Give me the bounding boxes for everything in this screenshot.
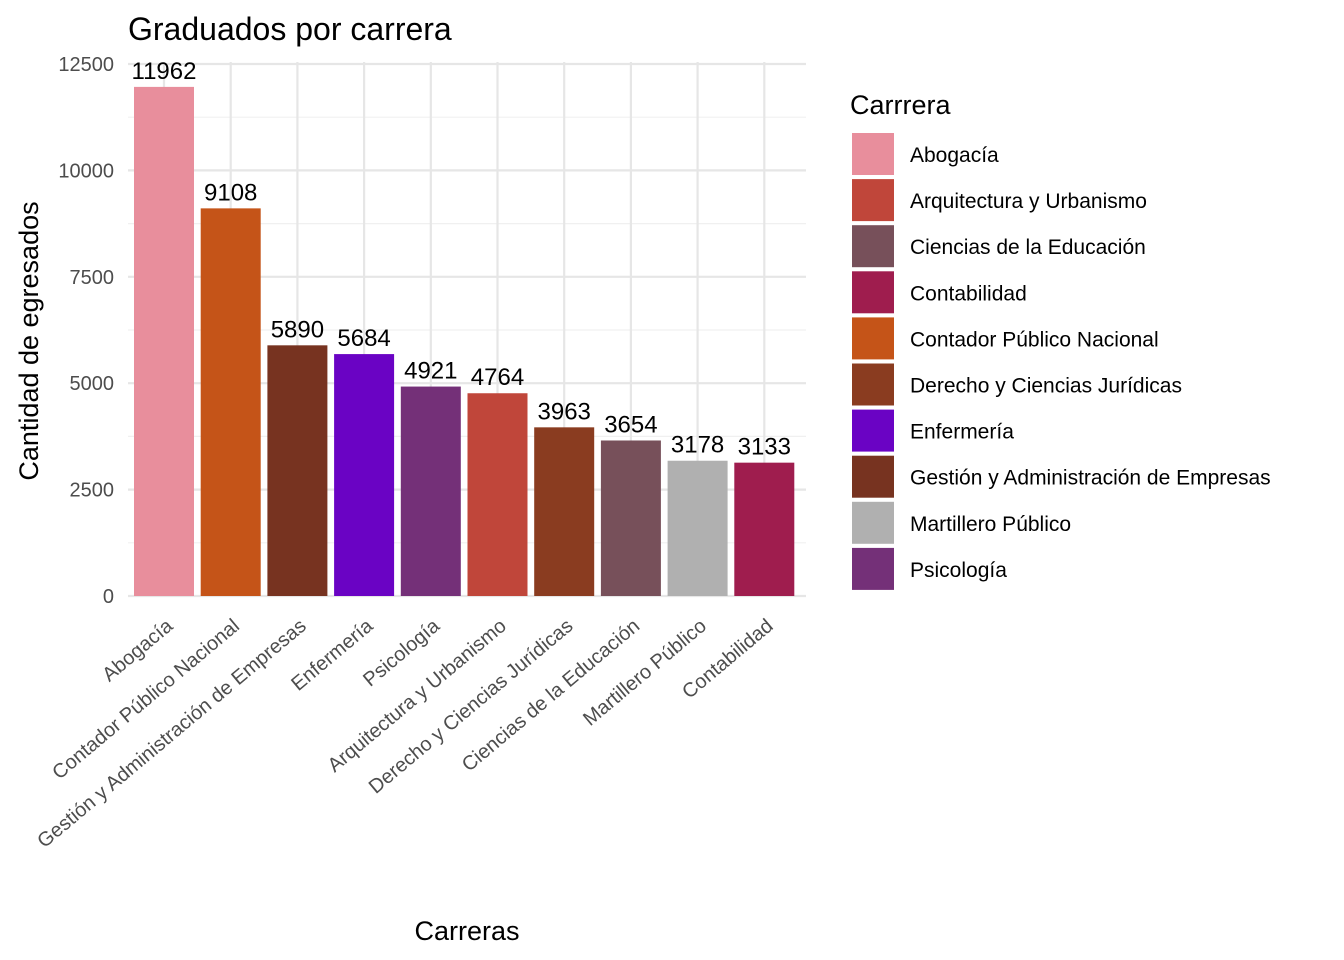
data-label: 11962	[132, 58, 197, 85]
bar	[267, 345, 328, 596]
data-label: 5890	[271, 316, 324, 343]
legend-label: Arquitectura y Urbanismo	[910, 190, 1147, 213]
legend-label: Enfermería	[910, 421, 1014, 444]
data-label: 4921	[404, 358, 457, 385]
data-label: 3654	[604, 411, 657, 438]
bar	[600, 440, 661, 596]
bars-layer	[134, 86, 795, 596]
y-tick-label: 2500	[70, 480, 115, 502]
bar	[134, 86, 194, 596]
y-axis-title: Cantidad de egresados	[14, 201, 44, 480]
legend-swatch	[852, 225, 894, 268]
legend-label: Derecho y Ciencias Jurídicas	[910, 375, 1182, 398]
data-label: 9108	[204, 179, 257, 206]
legend-label: Ciencias de la Educación	[910, 236, 1146, 259]
y-tick-label: 5000	[70, 373, 115, 395]
legend-swatch	[852, 133, 894, 175]
x-tick-label: Gestión y Administración de Empresas	[33, 615, 310, 853]
legend-label: Contabilidad	[910, 282, 1027, 305]
x-axis-title: Carreras	[414, 916, 519, 946]
legend-label: Abogacía	[910, 144, 999, 167]
data-labels-layer: 11962 9108 5890 5684 4921 4764 3963 3654 3178 313…	[132, 58, 791, 461]
legend-label: Psicología	[910, 559, 1007, 582]
bar	[534, 427, 595, 596]
legend-swatch	[852, 317, 894, 360]
legend-swatch	[852, 409, 894, 452]
y-tick-label: 7500	[70, 267, 115, 289]
legend-swatch	[852, 179, 894, 222]
bar	[667, 460, 728, 596]
legend-swatch	[852, 271, 894, 314]
data-label: 5684	[337, 325, 390, 352]
y-tick-label: 10000	[58, 160, 114, 182]
y-axis-ticks: 0 2500 5000 7500 10000 12500	[58, 54, 114, 608]
data-label: 4764	[471, 364, 524, 391]
legend-label: Gestión y Administración de Empresas	[910, 467, 1271, 490]
legend-swatch	[852, 363, 894, 406]
bar	[200, 208, 261, 596]
data-label: 3963	[538, 398, 591, 425]
legend-swatch	[852, 501, 894, 544]
data-label: 3178	[671, 432, 724, 459]
legend: Carrrera Abogacía Arquitectura y Urbanism…	[850, 90, 1271, 590]
legend-title: Carrrera	[850, 90, 951, 120]
legend-label: Contador Público Nacional	[910, 328, 1159, 351]
legend-swatch	[852, 455, 894, 498]
bar	[734, 462, 795, 596]
x-tick-label: Martillero Público	[579, 615, 711, 730]
bar	[467, 393, 528, 596]
bar	[400, 386, 461, 596]
bar	[334, 354, 395, 596]
chart-title: Graduados por carrera	[128, 11, 452, 47]
legend-swatch	[852, 547, 894, 590]
data-label: 3133	[738, 434, 791, 461]
legend-label: Martillero Público	[910, 513, 1071, 536]
y-tick-label: 0	[103, 586, 114, 608]
y-tick-label: 12500	[58, 54, 114, 76]
legend-items: Abogacía Arquitectura y Urbanismo Ciencias…	[852, 133, 1271, 590]
